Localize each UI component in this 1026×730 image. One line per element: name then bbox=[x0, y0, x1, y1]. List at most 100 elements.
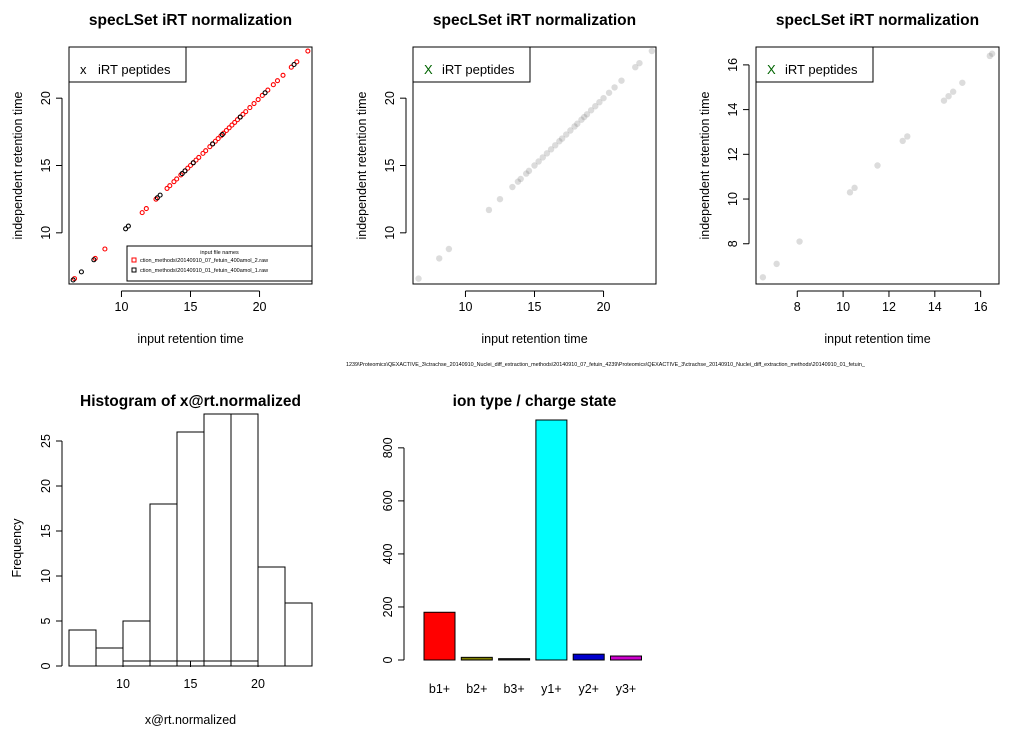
y-tick-label: 20 bbox=[39, 91, 53, 105]
data-point bbox=[102, 246, 108, 252]
legend-label: iRT peptides bbox=[442, 62, 515, 77]
chart-title: ion type / charge state bbox=[453, 393, 617, 410]
y-axis-label: Frequency bbox=[10, 518, 24, 578]
data-point bbox=[574, 120, 581, 127]
data-point bbox=[237, 114, 243, 120]
data-point bbox=[632, 63, 639, 71]
histogram-bar bbox=[95, 647, 124, 667]
data-point bbox=[274, 78, 281, 84]
bar bbox=[610, 655, 642, 661]
data-point bbox=[581, 113, 588, 121]
data-point bbox=[203, 148, 209, 154]
data-point bbox=[212, 138, 218, 144]
data-point bbox=[563, 131, 570, 138]
x-tick-label: 10 bbox=[836, 300, 850, 314]
y-tick-label: 16 bbox=[726, 58, 740, 72]
histogram-bar bbox=[284, 602, 313, 667]
file-legend-title: input file names bbox=[200, 250, 239, 256]
data-point bbox=[773, 260, 780, 268]
x-tick-label: 12 bbox=[882, 300, 896, 314]
data-point bbox=[587, 107, 595, 114]
data-point bbox=[240, 111, 246, 117]
chart-title: specLSet iRT normalization bbox=[776, 12, 979, 29]
data-point bbox=[210, 141, 216, 147]
data-point bbox=[78, 269, 84, 275]
data-point bbox=[846, 189, 854, 196]
data-point bbox=[485, 206, 493, 214]
data-point bbox=[415, 275, 422, 282]
category-label: y3+ bbox=[616, 682, 637, 696]
histogram-bar bbox=[149, 503, 178, 667]
x-tick-label: 20 bbox=[251, 677, 265, 691]
bar bbox=[498, 658, 531, 661]
data-point bbox=[567, 127, 574, 134]
chart-title: Histogram of x@rt.normalized bbox=[80, 393, 301, 410]
plot-frame bbox=[755, 46, 1000, 285]
histogram-bar bbox=[257, 566, 286, 667]
data-point bbox=[959, 79, 966, 86]
data-point bbox=[164, 185, 170, 191]
data-point bbox=[288, 64, 294, 70]
y-tick-label: 10 bbox=[39, 226, 53, 240]
data-point bbox=[583, 111, 591, 118]
y-tick-label: 0 bbox=[381, 656, 395, 663]
data-point bbox=[196, 154, 202, 160]
data-point bbox=[759, 274, 767, 281]
data-point bbox=[123, 226, 129, 232]
data-point bbox=[596, 99, 603, 106]
data-point bbox=[226, 125, 232, 131]
data-point bbox=[592, 103, 599, 110]
data-point bbox=[509, 183, 516, 191]
data-point bbox=[543, 150, 551, 157]
y-tick-label: 20 bbox=[39, 479, 53, 493]
data-point bbox=[70, 277, 76, 283]
data-point bbox=[291, 61, 297, 68]
x-tick-label: 15 bbox=[184, 677, 198, 691]
data-point bbox=[207, 144, 213, 150]
x-tick-label: 10 bbox=[459, 300, 473, 314]
data-point bbox=[445, 245, 453, 253]
data-point bbox=[796, 238, 803, 245]
x-tick-label: 10 bbox=[116, 677, 130, 691]
data-point bbox=[514, 178, 522, 185]
data-point bbox=[611, 84, 618, 91]
data-point bbox=[270, 82, 276, 88]
data-point bbox=[190, 160, 196, 166]
bar bbox=[423, 611, 456, 661]
data-point bbox=[600, 94, 607, 102]
histogram-bar bbox=[122, 620, 151, 667]
data-point bbox=[157, 192, 163, 198]
data-point bbox=[91, 257, 97, 263]
data-point bbox=[558, 135, 566, 142]
legend-marker: X bbox=[767, 62, 776, 77]
data-point bbox=[547, 146, 555, 153]
y-tick-label: 800 bbox=[381, 437, 395, 458]
data-point bbox=[496, 195, 504, 203]
x-tick-label: 15 bbox=[528, 300, 542, 314]
legend-marker: X bbox=[424, 62, 433, 77]
x-tick-label: 20 bbox=[597, 300, 611, 314]
data-point bbox=[215, 136, 221, 142]
plot-frame bbox=[68, 46, 313, 285]
histogram-bar bbox=[203, 413, 232, 667]
data-point bbox=[219, 131, 225, 138]
data-point bbox=[280, 72, 286, 78]
y-tick-label: 200 bbox=[381, 596, 395, 617]
bar bbox=[535, 419, 568, 661]
data-point bbox=[182, 168, 188, 174]
data-point bbox=[294, 59, 300, 65]
category-label: y1+ bbox=[541, 682, 562, 696]
data-point bbox=[305, 48, 311, 54]
data-point bbox=[259, 92, 265, 99]
histogram-bar bbox=[230, 413, 259, 667]
y-tick-label: 10 bbox=[383, 226, 397, 240]
data-point bbox=[247, 105, 253, 111]
data-point bbox=[139, 210, 145, 216]
y-tick-label: 600 bbox=[381, 490, 395, 511]
data-point bbox=[648, 47, 656, 55]
bar bbox=[572, 653, 605, 661]
y-tick-label: 15 bbox=[383, 159, 397, 173]
data-point bbox=[636, 59, 643, 67]
legend-box bbox=[68, 46, 187, 83]
